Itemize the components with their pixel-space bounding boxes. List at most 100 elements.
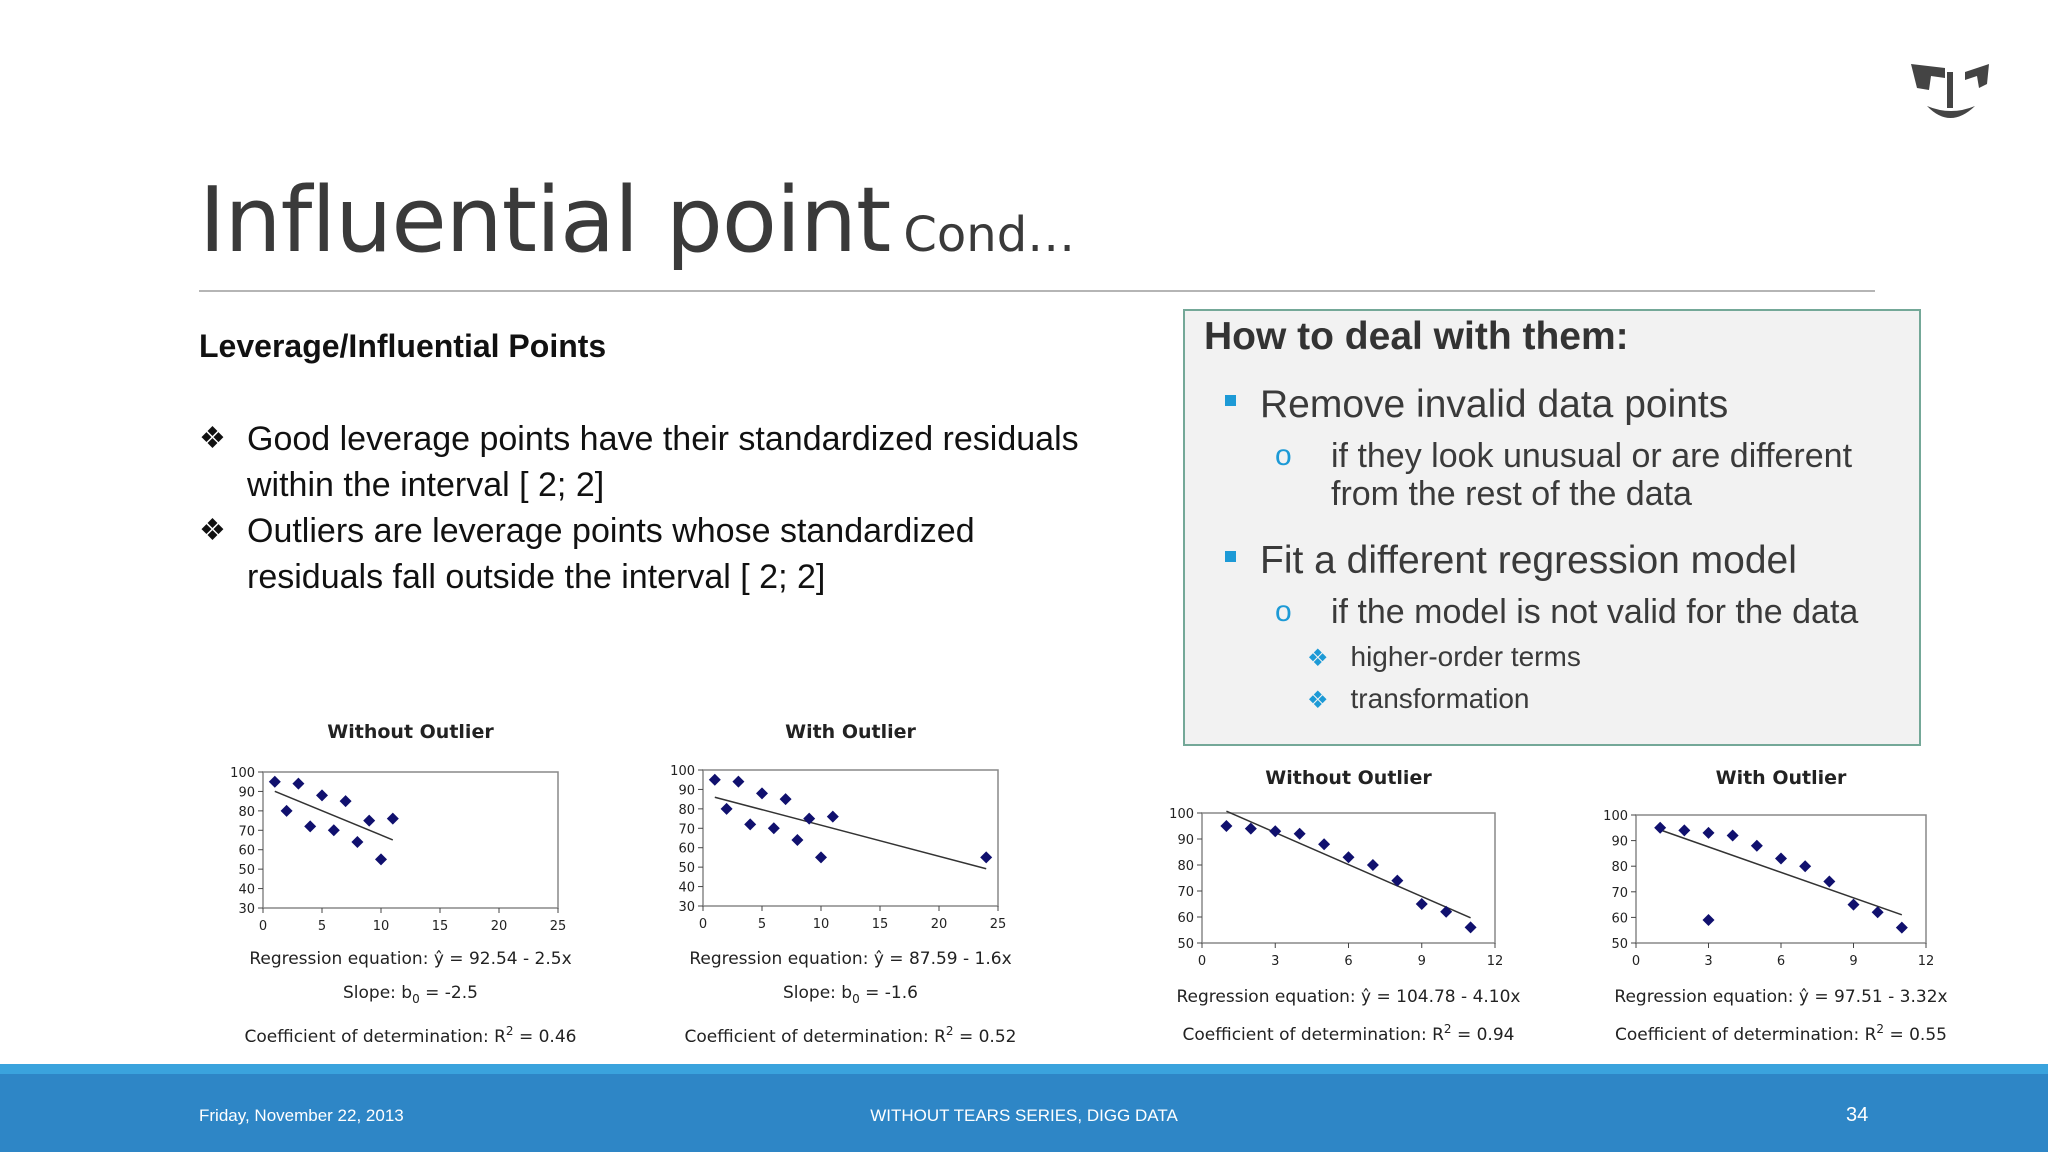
data-point [1895,921,1908,934]
box-heading: How to deal with them: [1204,315,1629,358]
data-point [1244,822,1257,835]
plot-frame [262,771,559,909]
data-point [1799,860,1812,873]
y-tick-label: 50 [678,861,695,876]
chart-title: With Outlier [785,721,916,743]
regression-line [1226,810,1471,919]
circle-bullet-icon: o [1275,439,1292,472]
bullet-text: Good leverage points have their standard… [247,420,1079,504]
y-tick-label: 80 [1611,860,1628,875]
y-tick-label: 60 [678,842,695,857]
y-tick-label: 60 [238,844,255,859]
y-tick-label: 90 [1177,833,1194,848]
box-subitem: o if the model is not valid for the data [1275,593,1921,631]
square-bullet-icon [1225,395,1236,407]
y-tick-label: 100 [230,766,255,781]
slope-label: Slope: b0 = -1.6 [783,983,918,1006]
x-tick-label: 0 [1632,954,1640,969]
r-squared-label: Coefficient of determination: R2 = 0.55 [1615,1022,1947,1045]
data-point [1823,875,1836,888]
data-point [1293,827,1306,840]
data-point [767,822,780,835]
data-point [292,777,305,790]
bullet-item: ❖ Good leverage points have their standa… [199,416,1099,508]
box-item: Remove invalid data points [1225,383,1728,427]
diamond-bullet-icon: ❖ [199,422,226,455]
data-point [316,789,328,802]
data-point [744,818,757,831]
data-point [386,812,399,825]
page-number: 34 [1846,1104,1869,1126]
x-tick-label: 6 [1344,954,1352,969]
data-point [815,851,827,864]
y-tick-label: 80 [1177,859,1194,874]
data-point [1847,898,1860,911]
square-bullet-icon [1225,551,1236,563]
data-point [1654,821,1667,834]
x-tick-label: 12 [1487,954,1504,969]
circle-bullet-icon: o [1275,595,1292,628]
section-heading: Leverage/Influential Points [199,328,607,364]
data-point [1464,921,1477,934]
y-tick-label: 80 [238,805,255,820]
box-subsubitem-text: transformation [1350,683,1530,714]
data-point [1750,839,1763,852]
y-tick-label: 90 [1611,835,1628,850]
data-point [375,853,387,866]
regression-line [714,796,987,870]
data-point [1220,820,1233,832]
x-tick-label: 20 [931,917,948,932]
y-tick-label: 40 [238,883,255,898]
box-subitem: o if they look unusual or are different … [1275,437,1921,513]
y-tick-label: 100 [1169,807,1194,822]
data-point [779,793,792,806]
data-point [1702,826,1715,839]
diamond-bullet-icon: ❖ [199,514,226,547]
x-tick-label: 25 [550,919,567,934]
bullet-list: ❖ Good leverage points have their standa… [199,416,1099,600]
slide-title: Influential point Cond… [199,168,1075,273]
data-point [1415,898,1428,910]
x-tick-label: 0 [1198,954,1206,969]
x-tick-label: 20 [491,919,508,934]
title-suffix: Cond… [903,207,1076,263]
slope-label: Slope: b0 = -2.5 [343,983,478,1006]
box-subsubitem: ❖ higher-order terms [1307,641,1581,673]
y-tick-label: 50 [1177,937,1194,952]
data-point [1702,913,1715,926]
chart-title: Without Outlier [1265,767,1432,789]
x-tick-label: 12 [1918,954,1935,969]
diamond-bullet-icon: ❖ [1307,645,1329,672]
title-main: Influential point [199,168,891,273]
regression-equation: Regression equation: ŷ = 104.78 - 4.10x [1177,987,1521,1007]
data-point [1391,874,1404,887]
box-subitem-text: if the model is not valid for the data [1331,593,1859,631]
title-divider [199,290,1875,292]
x-tick-label: 9 [1849,954,1857,969]
data-point [1440,905,1453,918]
box-item: Fit a different regression model [1225,539,1797,583]
x-tick-label: 15 [872,917,889,932]
x-tick-label: 0 [259,919,267,934]
x-tick-label: 10 [813,917,830,932]
data-point [1775,852,1787,865]
y-tick-label: 70 [678,822,695,837]
box-subitem-text: if they look unusual or are different fr… [1331,437,1853,513]
plot-frame [1201,812,1496,944]
data-point [1726,829,1739,842]
y-tick-label: 30 [238,902,255,917]
y-tick-label: 70 [1611,886,1628,901]
y-tick-label: 70 [1177,885,1194,900]
data-point [304,820,317,833]
data-point [1871,906,1884,919]
data-point [756,787,768,800]
footer-accent-strip [0,1064,2048,1074]
data-point [339,795,352,808]
bullet-text: Outliers are leverage points whose stand… [247,512,975,596]
x-tick-label: 9 [1418,954,1426,969]
box-item-text: Fit a different regression model [1260,539,1797,582]
box-item-text: Remove invalid data points [1260,383,1729,426]
y-tick-label: 30 [678,900,695,915]
x-tick-label: 5 [758,917,766,932]
